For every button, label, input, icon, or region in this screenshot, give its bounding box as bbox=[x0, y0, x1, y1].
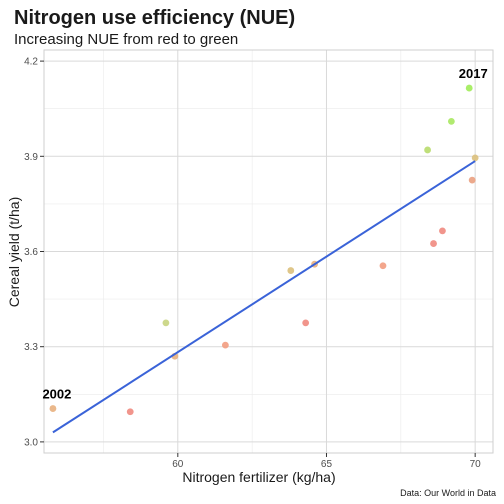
data-point bbox=[287, 267, 295, 274]
data-point bbox=[471, 154, 479, 162]
data-point bbox=[465, 84, 473, 92]
trend-line bbox=[52, 160, 476, 434]
y-tick-label: 3.0 bbox=[24, 437, 38, 448]
y-tick-label: 4.2 bbox=[24, 57, 38, 68]
chart-subtitle: Increasing NUE from red to green bbox=[14, 31, 238, 48]
chart-title: Nitrogen use efficiency (NUE) bbox=[14, 7, 295, 29]
data-point bbox=[447, 117, 455, 125]
y-tick-label: 3.3 bbox=[24, 342, 38, 353]
data-point bbox=[126, 408, 134, 416]
data-point bbox=[302, 319, 310, 327]
x-tick-label: 70 bbox=[470, 459, 482, 470]
data-point bbox=[379, 262, 387, 270]
x-axis-title: Nitrogen fertilizer (kg/ha) bbox=[182, 469, 335, 485]
data-point bbox=[430, 240, 437, 247]
x-tick-label: 65 bbox=[321, 459, 333, 470]
year-annotation: 2017 bbox=[459, 66, 488, 81]
plot-area: 60 65 70 3.0 3.3 3.6 3.9 4.2 2002 2017 bbox=[24, 49, 494, 470]
data-point bbox=[49, 405, 57, 412]
year-annotation: 2002 bbox=[42, 387, 71, 402]
data-point bbox=[468, 176, 476, 184]
x-tick-label: 60 bbox=[172, 459, 184, 470]
y-tick-label: 3.6 bbox=[24, 247, 38, 258]
y-tick-label: 3.9 bbox=[24, 152, 38, 163]
chart-caption: Data: Our World in Data bbox=[400, 488, 496, 498]
data-point bbox=[221, 341, 229, 349]
y-axis-title: Cereal yield (t/ha) bbox=[6, 197, 22, 308]
data-point bbox=[162, 319, 170, 327]
data-point bbox=[424, 146, 431, 154]
data-point bbox=[439, 227, 446, 235]
